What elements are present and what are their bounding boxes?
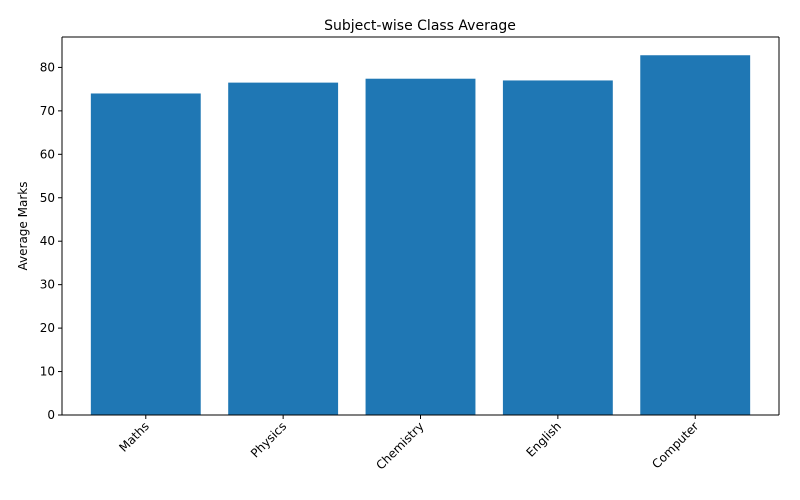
bar-english — [502, 80, 613, 415]
bar-chemistry — [365, 78, 476, 416]
y-axis-title: Average Marks — [16, 182, 30, 271]
bar-physics — [228, 82, 339, 416]
axis-spines — [61, 36, 780, 416]
y-tick-label: 20 — [40, 321, 55, 335]
y-axis-ticks: 0 10 20 30 40 50 60 70 80 — [40, 60, 62, 422]
x-tick-label: Chemistry — [373, 419, 426, 472]
x-axis-ticks: Maths Physics Chemistry English Computer — [116, 415, 701, 473]
bar-computer — [640, 55, 751, 415]
bar-maths — [90, 93, 201, 415]
bars-group — [90, 55, 751, 416]
y-tick-label: 0 — [47, 408, 55, 422]
y-tick-label: 40 — [40, 234, 55, 248]
x-tick-label: English — [523, 419, 564, 460]
x-tick-label: Physics — [248, 419, 289, 460]
x-tick-label: Maths — [116, 419, 152, 455]
x-tick-label: Computer — [649, 419, 701, 471]
chart-title: Subject-wise Class Average — [324, 18, 516, 34]
y-tick-label: 50 — [40, 191, 55, 205]
y-tick-label: 80 — [40, 60, 55, 74]
y-tick-label: 30 — [40, 278, 55, 292]
y-tick-label: 70 — [40, 104, 55, 118]
y-tick-label: 60 — [40, 147, 55, 161]
y-tick-label: 10 — [40, 365, 55, 379]
